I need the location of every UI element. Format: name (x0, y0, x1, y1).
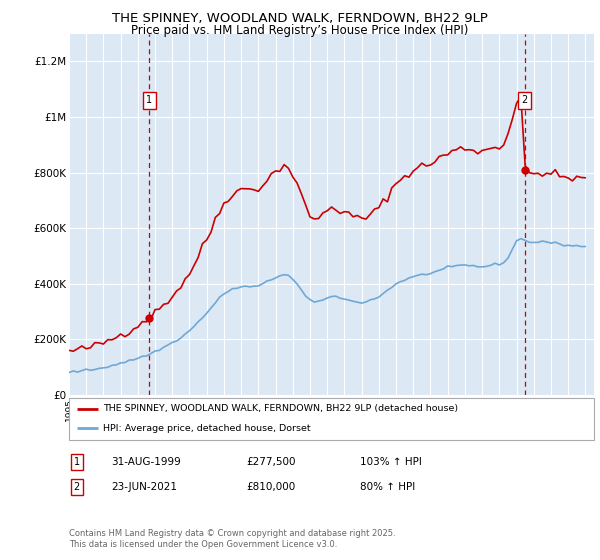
Text: 2: 2 (521, 95, 528, 105)
Text: £277,500: £277,500 (246, 457, 296, 467)
Text: 1: 1 (74, 457, 80, 467)
Text: 23-JUN-2021: 23-JUN-2021 (111, 482, 177, 492)
Text: Contains HM Land Registry data © Crown copyright and database right 2025.
This d: Contains HM Land Registry data © Crown c… (69, 529, 395, 549)
Text: 103% ↑ HPI: 103% ↑ HPI (360, 457, 422, 467)
Text: 31-AUG-1999: 31-AUG-1999 (111, 457, 181, 467)
Text: 2: 2 (74, 482, 80, 492)
Text: 1: 1 (146, 95, 152, 105)
Text: THE SPINNEY, WOODLAND WALK, FERNDOWN, BH22 9LP: THE SPINNEY, WOODLAND WALK, FERNDOWN, BH… (112, 12, 488, 25)
Text: Price paid vs. HM Land Registry’s House Price Index (HPI): Price paid vs. HM Land Registry’s House … (131, 24, 469, 36)
Text: HPI: Average price, detached house, Dorset: HPI: Average price, detached house, Dors… (103, 424, 311, 433)
Text: THE SPINNEY, WOODLAND WALK, FERNDOWN, BH22 9LP (detached house): THE SPINNEY, WOODLAND WALK, FERNDOWN, BH… (103, 404, 458, 413)
Text: £810,000: £810,000 (246, 482, 295, 492)
Text: 80% ↑ HPI: 80% ↑ HPI (360, 482, 415, 492)
